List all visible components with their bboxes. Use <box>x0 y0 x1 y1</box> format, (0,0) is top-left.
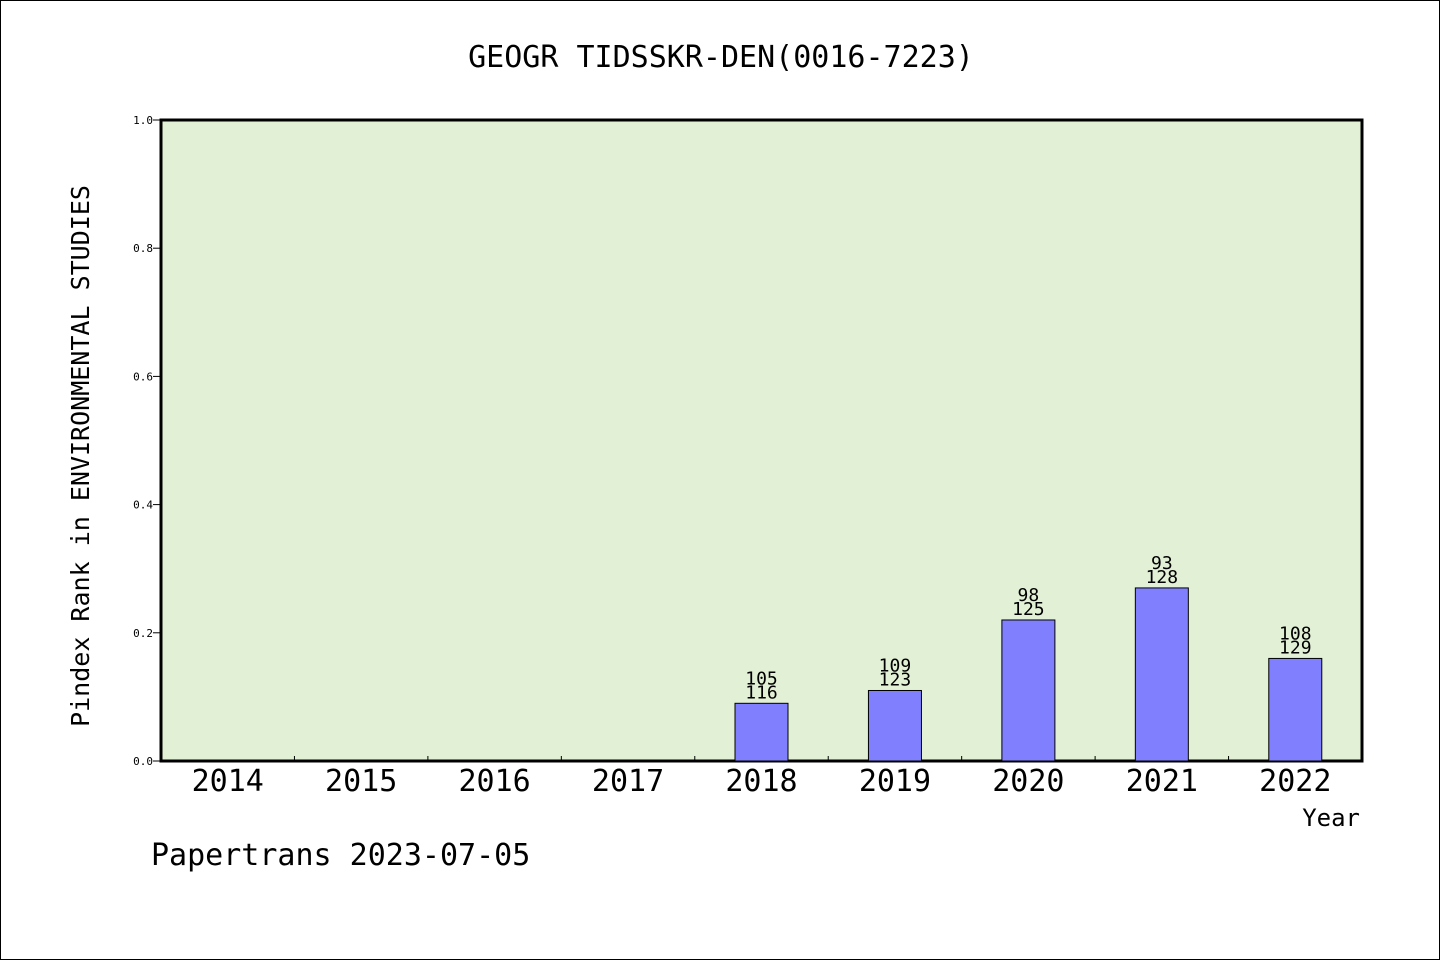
bar-label-bottom: 123 <box>879 669 912 690</box>
y-axis-label: Pindex Rank in ENVIRONMENTAL STUDIES <box>66 185 95 727</box>
y-tick-label: 0.4 <box>133 499 153 512</box>
bar-label-top: 93 <box>1151 553 1173 574</box>
x-tick-label: 2018 <box>725 764 797 799</box>
bars <box>734 587 1323 762</box>
bar-label-top: 105 <box>745 668 778 689</box>
x-tick-label: 2014 <box>192 764 264 799</box>
y-tick-label: 0.0 <box>133 755 153 768</box>
bar-2022 <box>1268 657 1323 762</box>
x-axis: 2014 2015 2016 2017 2018 2019 2020 2021 2022 <box>192 756 1331 799</box>
x-tick-label: 2022 <box>1259 764 1331 799</box>
bar-label-top: 109 <box>879 655 912 676</box>
footer-credit: Papertrans 2023-07-05 <box>151 838 530 873</box>
bar-2020 <box>1001 619 1056 762</box>
bar-label-bottom: 129 <box>1279 637 1312 658</box>
bar-2018 <box>734 702 789 762</box>
x-tick-label: 2021 <box>1126 764 1198 799</box>
bar-label-bottom: 128 <box>1146 567 1179 588</box>
y-tick-label: 1.0 <box>133 114 153 127</box>
x-tick-label: 2019 <box>859 764 931 799</box>
bar-label-top: 98 <box>1018 585 1040 606</box>
x-axis-label: Year <box>1302 804 1360 832</box>
x-tick-label: 2016 <box>458 764 530 799</box>
y-axis: 0.0 0.2 0.4 0.6 0.8 1.0 <box>133 114 161 768</box>
bar-label-bottom: 116 <box>745 682 778 703</box>
bar-label-bottom: 125 <box>1012 599 1045 620</box>
chart-title: GEOGR TIDSSKR-DEN(0016-7223) <box>468 40 974 75</box>
bar-2019 <box>867 689 922 762</box>
y-tick-label: 0.2 <box>133 627 153 640</box>
y-tick-label: 0.8 <box>133 242 153 255</box>
x-tick-label: 2017 <box>592 764 664 799</box>
x-tick-label: 2020 <box>992 764 1064 799</box>
x-tick-label: 2015 <box>325 764 397 799</box>
y-tick-label: 0.6 <box>133 370 153 383</box>
bar-label-top: 108 <box>1279 623 1312 644</box>
bar-2021 <box>1134 587 1189 762</box>
